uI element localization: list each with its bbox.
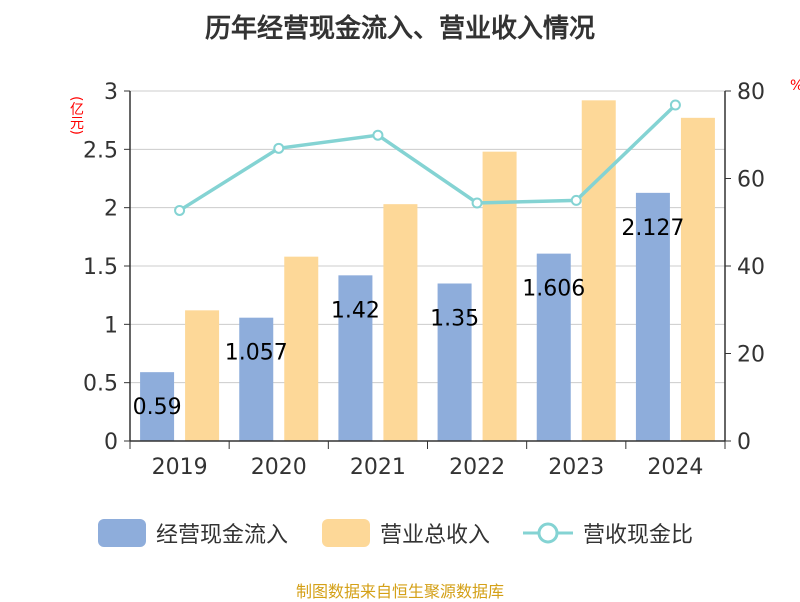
left-axis-tick-label: 0 — [104, 430, 118, 455]
ratio-point — [273, 142, 285, 154]
data-label-cash-inflow: 1.35 — [430, 307, 479, 332]
data-label-cash-inflow: 1.057 — [225, 341, 288, 366]
ratio-point — [174, 204, 186, 216]
left-axis-tick-label: 3 — [104, 80, 118, 105]
legend-swatch-revenue — [322, 519, 370, 547]
x-axis-tick-label: 2022 — [449, 455, 505, 480]
right-axis-tick-label: 40 — [737, 255, 765, 280]
x-axis-tick-label: 2021 — [350, 455, 406, 480]
data-label-cash-inflow: 2.127 — [621, 216, 684, 241]
x-axis-tick-label: 2024 — [647, 455, 703, 480]
chart-plot: 0 0.5 1 1.5 2 2.5 3 0 20 40 60 80 2019 2020 2021 2022 20… — [83, 80, 765, 480]
legend-label-revenue: 营业总收入 — [380, 523, 491, 548]
data-label-cash-inflow: 1.606 — [522, 277, 585, 302]
right-axis-tick-label: 0 — [737, 430, 751, 455]
legend-item-cash[interactable]: 经营现金流入 — [98, 517, 288, 549]
data-label-cash-inflow: 0.59 — [133, 395, 182, 420]
legend-item-revenue[interactable]: 营业总收入 — [322, 517, 490, 549]
data-label-cash-inflow: 1.42 — [331, 298, 380, 323]
x-axis-tick-label: 2020 — [251, 455, 307, 480]
bar-total-revenue — [185, 310, 220, 441]
bar-total-revenue — [383, 204, 418, 441]
ratio-point — [669, 99, 681, 111]
bar-cash-inflow — [239, 317, 274, 441]
chart-title: 历年经营现金流入、营业收入情况 — [204, 14, 595, 44]
bar-cash-inflow — [437, 283, 472, 441]
right-axis-tick-label: 60 — [737, 168, 765, 193]
bar-cash-inflow — [140, 372, 175, 441]
legend-label-cash: 经营现金流入 — [156, 523, 289, 548]
x-axis-tick-label: 2023 — [548, 455, 604, 480]
left-axis-tick-label: 0.5 — [83, 372, 118, 397]
bar-total-revenue — [680, 117, 715, 441]
legend-line-symbol-ratio — [523, 522, 573, 544]
right-axis-tick-label: 20 — [737, 343, 765, 368]
ratio-point — [471, 197, 483, 209]
bar-cash-inflow — [536, 253, 571, 441]
legend: 经营现金流入 营业总收入 营收现金比 — [0, 517, 800, 553]
ratio-point — [570, 194, 582, 206]
right-axis-unit: % — [790, 78, 800, 94]
legend-label-ratio: 营收现金比 — [583, 523, 694, 548]
legend-swatch-cash — [98, 519, 146, 547]
data-source-footer: 制图数据来自恒生聚源数据库 — [295, 582, 504, 601]
left-axis-tick-label: 2 — [104, 197, 118, 222]
bar-total-revenue — [482, 151, 517, 441]
legend-item-ratio[interactable]: 营收现金比 — [523, 517, 693, 549]
right-axis-tick-label: 80 — [737, 80, 765, 105]
bar-total-revenue — [581, 100, 616, 441]
ratio-point — [372, 129, 384, 141]
bar-cash-inflow — [338, 275, 373, 441]
line-revenue-cash-ratio — [178, 103, 677, 212]
bar-cash-inflow — [635, 192, 670, 441]
x-axis-tick-label: 2019 — [152, 455, 208, 480]
bar-total-revenue — [284, 256, 319, 441]
left-axis-unit: (亿元) — [68, 96, 84, 135]
left-axis-tick-label: 1.5 — [83, 255, 118, 280]
left-axis-tick-label: 1 — [104, 313, 118, 338]
left-axis-tick-label: 2.5 — [83, 138, 118, 163]
